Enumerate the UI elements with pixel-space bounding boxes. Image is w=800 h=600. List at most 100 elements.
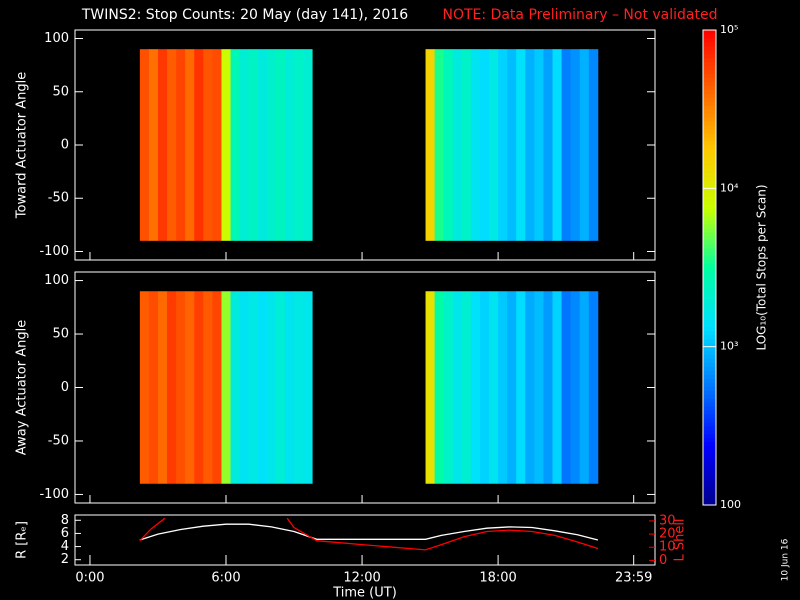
colorbar-swatch [703,358,716,363]
colorbar-swatch [703,172,716,177]
colorbar-swatch [703,192,716,197]
heatmap-cell [221,291,231,484]
colorbar-swatch [703,283,716,288]
heatmap-cell [148,291,159,484]
heatmap-cell [425,291,436,484]
heatmap-cell [588,49,599,241]
colorbar-swatch [703,477,716,482]
y-tick-label: 100 [44,31,69,46]
colorbar-swatch [703,398,716,403]
colorbar-swatch [703,208,716,213]
heatmap-cell [212,291,222,484]
colorbar-swatch [703,370,716,375]
colorbar-tick-label: 10³ [720,340,738,353]
colorbar-swatch [703,493,716,498]
colorbar-swatch [703,311,716,316]
heatmap-cell [552,49,562,241]
heatmap-cell [203,49,213,241]
y-tick-label: 0 [61,138,69,153]
colorbar-swatch [703,132,716,138]
colorbar-swatch [703,390,716,395]
colorbar-swatch [703,65,716,71]
colorbar-swatch [703,251,716,257]
heatmap-cell [230,49,241,241]
heatmap-cell [479,49,490,241]
colorbar-swatch [703,318,716,324]
colorbar-swatch [703,291,716,296]
colorbar-swatch [703,374,716,379]
x-tick-label: 0:00 [75,571,104,586]
heatmap-cell [425,49,436,241]
heatmap-cell [212,49,222,241]
heatmap-cell [194,291,204,484]
heatmap-cell [489,49,499,241]
colorbar-swatch [703,322,716,328]
heatmap-cell [139,291,150,484]
colorbar-swatch [703,406,716,411]
heatmap-cell [470,49,481,241]
colorbar-swatch [703,299,716,304]
colorbar-swatch [703,156,716,162]
heatmap-cell [139,49,150,241]
heatmap-cell [194,49,204,241]
heatmap-cell [185,291,195,484]
y2-tick-label: 20 [659,527,676,542]
colorbar-swatch [703,259,716,265]
colorbar-swatch [703,97,716,102]
colorbar-swatch [703,196,716,201]
colorbar-swatch [703,473,716,478]
colorbar-swatch [703,53,716,59]
heatmap-cell [452,291,463,484]
panel-frame [74,514,656,566]
heatmap-cell [443,49,454,241]
colorbar-swatch [703,413,716,419]
colorbar-swatch [703,231,716,237]
colorbar-swatch [703,117,716,122]
colorbar-swatch [703,461,716,466]
heatmap-cell [579,291,590,484]
heatmap-cell [507,49,517,241]
colorbar-swatch [703,330,716,336]
x-axis-label: Time (UT) [332,586,397,600]
heatmap-cell [534,49,544,241]
heatmap-cell [579,49,590,241]
colorbar-swatch [703,437,716,443]
colorbar-swatch [703,489,716,494]
colorbar-tick-label: 100 [720,498,741,511]
colorbar-swatch [703,338,716,344]
colorbar-swatch [703,441,716,447]
heatmap-cell [239,49,250,241]
y-tick-label: 100 [44,273,69,288]
note: NOTE: Data Preliminary – Not validated [443,7,718,23]
colorbar-swatch [703,176,716,181]
y-tick-label: 2 [61,552,69,567]
heatmap-cell [470,291,481,484]
colorbar-swatch [703,220,716,225]
heatmap-cell [507,291,517,484]
heatmap-cell [434,49,445,241]
y-tick-label: 8 [61,513,69,528]
y-tick-label: -100 [39,244,69,259]
colorbar-swatch [703,433,716,439]
x-tick-label: 23:59 [615,571,652,586]
colorbar-swatch [703,429,716,435]
heatmap-cell [525,49,535,241]
x-tick-label: 12:00 [343,571,380,586]
colorbar-swatch [703,212,716,217]
colorbar-swatch [703,45,716,51]
y2-tick-label: 0 [659,553,667,568]
colorbar-swatch [703,101,716,106]
colorbar-swatch [703,465,716,470]
colorbar-swatch [703,37,716,43]
colorbar-swatch [703,453,716,458]
y-tick-label: -50 [48,433,69,448]
colorbar-swatch [703,77,716,82]
colorbar-swatch [703,303,716,308]
y-tick-label: 6 [61,526,69,541]
heatmap-cell [534,291,544,484]
colorbar-swatch [703,366,716,371]
colorbar-swatch [703,342,716,348]
heatmap-cell [461,49,472,241]
colorbar-swatch [703,378,716,383]
heatmap-cell [461,291,472,484]
